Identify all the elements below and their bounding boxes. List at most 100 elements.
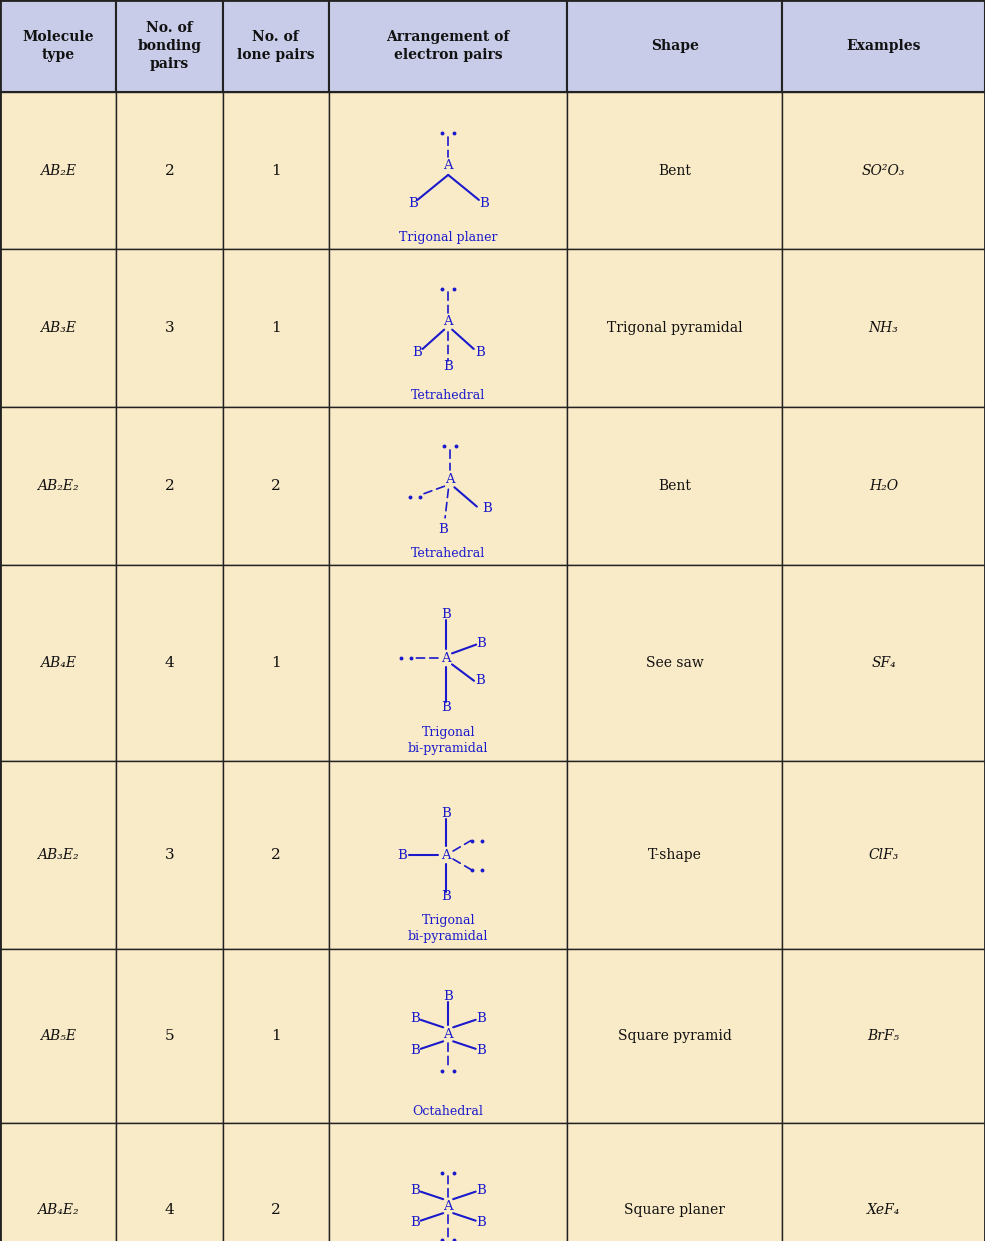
Text: B: B: [408, 197, 418, 210]
Bar: [223, 761, 329, 949]
Bar: [0, 761, 116, 949]
Bar: [329, 0, 567, 92]
Text: Tetrahedral: Tetrahedral: [411, 388, 486, 402]
Text: 1: 1: [271, 655, 281, 670]
Text: A: A: [443, 1200, 453, 1212]
Text: XeF₄: XeF₄: [867, 1203, 900, 1217]
Text: B: B: [476, 1184, 486, 1196]
Text: A: A: [445, 473, 455, 485]
Bar: [223, 1123, 329, 1241]
Bar: [116, 407, 223, 565]
Text: B: B: [475, 346, 485, 359]
Text: B: B: [411, 1216, 421, 1229]
Bar: [116, 761, 223, 949]
Text: A: A: [443, 315, 453, 328]
Bar: [0, 249, 116, 407]
Bar: [782, 0, 985, 92]
Text: AB₃E: AB₃E: [40, 321, 76, 335]
Text: 2: 2: [271, 848, 281, 862]
Text: 2: 2: [271, 1203, 281, 1217]
Text: AB₄E: AB₄E: [40, 655, 76, 670]
Bar: [782, 761, 985, 949]
Bar: [329, 249, 567, 407]
Bar: [782, 92, 985, 249]
Text: Square pyramid: Square pyramid: [618, 1029, 732, 1044]
Text: Examples: Examples: [846, 38, 921, 53]
Text: AB₂E: AB₂E: [40, 164, 76, 177]
Text: B: B: [411, 1044, 421, 1057]
Text: B: B: [476, 1216, 486, 1229]
Bar: [0, 407, 116, 565]
Bar: [0, 565, 116, 761]
Bar: [116, 92, 223, 249]
Bar: [567, 949, 782, 1123]
Text: B: B: [482, 503, 492, 515]
Bar: [0, 92, 116, 249]
Bar: [782, 407, 985, 565]
Text: AB₃E₂: AB₃E₂: [37, 848, 79, 862]
Text: 5: 5: [164, 1029, 174, 1044]
Bar: [223, 407, 329, 565]
Bar: [0, 0, 116, 92]
Text: See saw: See saw: [646, 655, 703, 670]
Text: B: B: [477, 637, 487, 650]
Text: Tetrahedral: Tetrahedral: [411, 546, 486, 560]
Text: Trigonal pyramidal: Trigonal pyramidal: [607, 321, 743, 335]
Text: 2: 2: [164, 479, 174, 493]
Text: B: B: [441, 701, 451, 714]
Text: B: B: [476, 1044, 486, 1057]
Text: SO²O₃: SO²O₃: [862, 164, 905, 177]
Text: Shape: Shape: [651, 38, 698, 53]
Text: A: A: [441, 652, 451, 665]
Text: A: A: [443, 159, 453, 172]
Text: B: B: [441, 890, 451, 903]
Bar: [116, 0, 223, 92]
Text: 1: 1: [271, 321, 281, 335]
Text: 4: 4: [164, 655, 174, 670]
Bar: [0, 949, 116, 1123]
Bar: [567, 761, 782, 949]
Bar: [782, 565, 985, 761]
Bar: [116, 565, 223, 761]
Text: Square planer: Square planer: [624, 1203, 725, 1217]
Text: B: B: [411, 1011, 421, 1025]
Text: 3: 3: [164, 848, 174, 862]
Text: B: B: [443, 360, 453, 374]
Bar: [782, 1123, 985, 1241]
Bar: [567, 0, 782, 92]
Text: BrF₅: BrF₅: [868, 1029, 899, 1044]
Text: No. of
lone pairs: No. of lone pairs: [237, 30, 314, 62]
Bar: [0, 1123, 116, 1241]
Text: Bent: Bent: [658, 479, 691, 493]
Text: ClF₃: ClF₃: [869, 848, 898, 862]
Text: B: B: [441, 807, 451, 820]
Text: Bent: Bent: [658, 164, 691, 177]
Bar: [567, 249, 782, 407]
Text: H₂O: H₂O: [869, 479, 898, 493]
Text: B: B: [438, 524, 448, 536]
Text: AB₂E₂: AB₂E₂: [37, 479, 79, 493]
Bar: [223, 565, 329, 761]
Bar: [116, 949, 223, 1123]
Text: Octahedral: Octahedral: [413, 1104, 484, 1118]
Bar: [782, 249, 985, 407]
Bar: [116, 249, 223, 407]
Text: B: B: [479, 197, 489, 210]
Bar: [329, 407, 567, 565]
Text: A: A: [441, 849, 451, 861]
Text: Molecule
type: Molecule type: [23, 30, 94, 62]
Text: AB₅E: AB₅E: [40, 1029, 76, 1044]
Text: 4: 4: [164, 1203, 174, 1217]
Text: Trigonal
bi-pyramidal: Trigonal bi-pyramidal: [408, 915, 489, 943]
Text: NH₃: NH₃: [869, 321, 898, 335]
Text: SF₄: SF₄: [871, 655, 896, 670]
Bar: [116, 1123, 223, 1241]
Text: 2: 2: [164, 164, 174, 177]
Bar: [329, 761, 567, 949]
Text: B: B: [475, 674, 485, 688]
Text: 1: 1: [271, 164, 281, 177]
Bar: [329, 565, 567, 761]
Bar: [223, 0, 329, 92]
Bar: [329, 92, 567, 249]
Bar: [223, 92, 329, 249]
